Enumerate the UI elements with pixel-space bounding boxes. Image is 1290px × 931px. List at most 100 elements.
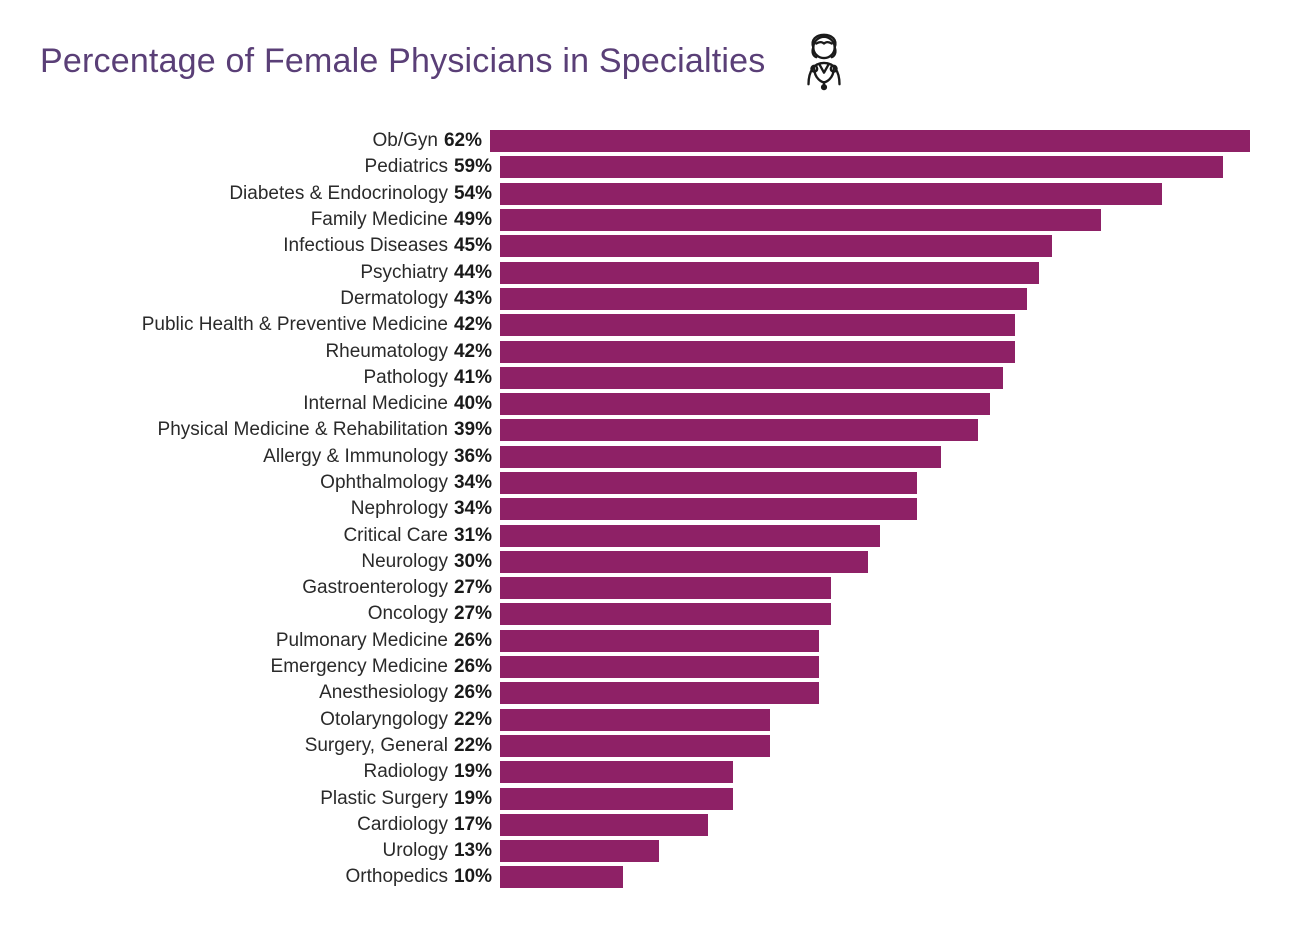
bar-row: Dermatology43% xyxy=(110,286,1250,312)
bar-value: 13% xyxy=(454,840,492,862)
bar-track xyxy=(500,446,1250,468)
bar-label-col: Orthopedics10% xyxy=(110,866,500,888)
bar-value: 40% xyxy=(454,393,492,415)
bar xyxy=(500,709,770,731)
bar-label-col: Dermatology43% xyxy=(110,288,500,310)
bar-label-col: Critical Care 31% xyxy=(110,525,500,547)
bar-row: Public Health & Preventive Medicine42% xyxy=(110,312,1250,338)
bar-label: Pulmonary Medicine xyxy=(276,630,448,652)
bar-value: 31% xyxy=(454,525,492,547)
bar-track xyxy=(500,603,1250,625)
bar xyxy=(500,866,623,888)
bar-track xyxy=(500,682,1250,704)
bar-label: Internal Medicine xyxy=(303,393,448,415)
bar-track xyxy=(500,709,1250,731)
bar-label-col: Infectious Diseases45% xyxy=(110,235,500,257)
bar-row: Family Medicine49% xyxy=(110,207,1250,233)
bar-label: Urology xyxy=(382,840,447,862)
bar-row: Pulmonary Medicine 26% xyxy=(110,628,1250,654)
bar xyxy=(500,183,1162,205)
bar-value: 22% xyxy=(454,709,492,731)
bar-row: Allergy & Immunology36% xyxy=(110,444,1250,470)
bar-track xyxy=(500,525,1250,547)
bar-value: 36% xyxy=(454,446,492,468)
bar-label: Dermatology xyxy=(340,288,448,310)
bar xyxy=(500,630,819,652)
bar xyxy=(500,735,770,757)
bar xyxy=(500,235,1052,257)
bar-track xyxy=(500,630,1250,652)
bar xyxy=(490,130,1250,152)
bar-label: Critical Care xyxy=(343,525,448,547)
bar-label-col: Surgery, General22% xyxy=(110,735,500,757)
bar-value: 27% xyxy=(454,577,492,599)
bar-label-col: Nephrology 34% xyxy=(110,498,500,520)
bar-label-col: Otolaryngology 22% xyxy=(110,709,500,731)
bar xyxy=(500,814,708,836)
bar-label-col: Ophthalmology34% xyxy=(110,472,500,494)
bar-row: Ob/Gyn62% xyxy=(110,128,1250,154)
bar-label: Oncology xyxy=(368,603,448,625)
bar-row: Infectious Diseases45% xyxy=(110,233,1250,259)
bar-track xyxy=(500,788,1250,810)
physician-icon xyxy=(793,30,855,92)
bar xyxy=(500,472,917,494)
bar-row: Pathology 41% xyxy=(110,365,1250,391)
bar-value: 54% xyxy=(454,183,492,205)
bar-row: Surgery, General22% xyxy=(110,733,1250,759)
bar xyxy=(500,577,831,599)
bar-row: Critical Care 31% xyxy=(110,522,1250,548)
bar-row: Radiology19% xyxy=(110,759,1250,785)
bar xyxy=(500,156,1223,178)
bar-label: Pathology xyxy=(363,367,448,389)
bar-value: 27% xyxy=(454,603,492,625)
bar-value: 45% xyxy=(454,235,492,257)
bar-label-col: Public Health & Preventive Medicine42% xyxy=(110,314,500,336)
bar-row: Physical Medicine & Rehabilitation39% xyxy=(110,417,1250,443)
bar xyxy=(500,788,733,810)
bar xyxy=(500,288,1027,310)
bar-label-col: Gastroenterology27% xyxy=(110,577,500,599)
bar-label-col: Oncology 27% xyxy=(110,603,500,625)
bar-row: Cardiology17% xyxy=(110,812,1250,838)
bar-value: 41% xyxy=(454,367,492,389)
bar xyxy=(500,761,733,783)
bar-value: 34% xyxy=(454,472,492,494)
bar-label-col: Allergy & Immunology36% xyxy=(110,446,500,468)
bar-row: Otolaryngology 22% xyxy=(110,707,1250,733)
bar-label: Neurology xyxy=(361,551,448,573)
bar-row: Plastic Surgery19% xyxy=(110,785,1250,811)
bar-row: Diabetes & Endocrinology54% xyxy=(110,181,1250,207)
bar-label: Nephrology xyxy=(351,498,448,520)
bar-row: Nephrology 34% xyxy=(110,496,1250,522)
bar-value: 10% xyxy=(454,866,492,888)
bar-row: Oncology 27% xyxy=(110,601,1250,627)
bar-label: Anesthesiology xyxy=(319,682,448,704)
bar-label: Radiology xyxy=(363,761,448,783)
bar-value: 39% xyxy=(454,419,492,441)
bar-track xyxy=(500,840,1250,862)
bar xyxy=(500,314,1015,336)
bar-label: Family Medicine xyxy=(311,209,448,231)
bar-label-col: Rheumatology42% xyxy=(110,341,500,363)
bar-track xyxy=(500,288,1250,310)
bar-row: Emergency Medicine26% xyxy=(110,654,1250,680)
bar-track xyxy=(500,761,1250,783)
bar xyxy=(500,525,880,547)
bar-value: 42% xyxy=(454,314,492,336)
bar-value: 62% xyxy=(444,130,482,152)
bar xyxy=(500,656,819,678)
bar-track xyxy=(500,314,1250,336)
bar-value: 26% xyxy=(454,630,492,652)
bar-track xyxy=(500,209,1250,231)
bar-label-col: Psychiatry44% xyxy=(110,262,500,284)
bar-value: 34% xyxy=(454,498,492,520)
bar-value: 17% xyxy=(454,814,492,836)
bar-track xyxy=(500,262,1250,284)
bar-track xyxy=(500,577,1250,599)
bar xyxy=(500,446,941,468)
bar-row: Orthopedics10% xyxy=(110,864,1250,890)
bar-label: Otolaryngology xyxy=(320,709,448,731)
bar-label: Pediatrics xyxy=(365,156,448,178)
bar-track xyxy=(490,130,1250,152)
